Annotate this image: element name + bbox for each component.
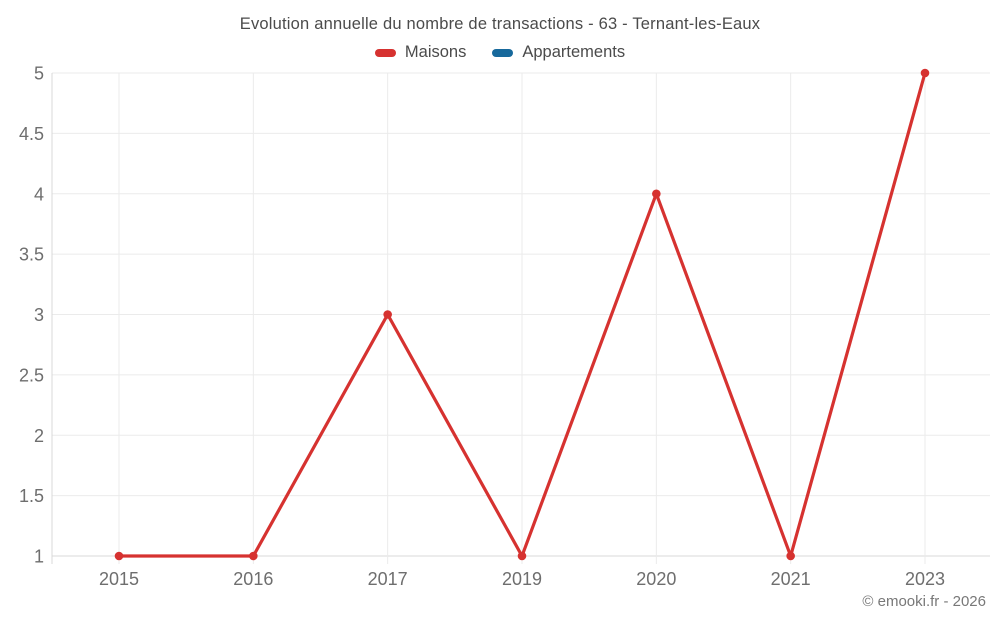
data-point-marker [920, 68, 930, 78]
svg-text:3.5: 3.5 [19, 245, 44, 265]
chart-title: Evolution annuelle du nombre de transact… [239, 15, 761, 33]
data-point-marker [517, 551, 527, 561]
legend-item-appartements[interactable]: Appartements [492, 43, 625, 62]
data-point-marker [249, 551, 258, 561]
svg-text:3: 3 [34, 305, 44, 325]
data-point-marker [786, 551, 795, 561]
legend: Maisons Appartements [0, 43, 1000, 62]
data-point-marker [114, 551, 124, 561]
y-axis-tick-labels: 1 1.5 2 2.5 3 3.5 4 4.5 5 [19, 64, 44, 567]
x-axis-tick-labels: 2015 2016 2017 2019 2020 2021 2023 [99, 569, 945, 589]
svg-text:1.5: 1.5 [19, 486, 44, 506]
svg-text:2016: 2016 [233, 569, 273, 589]
svg-text:1: 1 [34, 547, 44, 567]
svg-text:2.5: 2.5 [19, 365, 44, 385]
legend-label-maisons: Maisons [404, 43, 467, 61]
legend-swatch-maisons-icon [374, 48, 396, 57]
copyright-watermark: © emooki.fr - 2026 [862, 593, 986, 610]
svg-text:2023: 2023 [905, 569, 945, 589]
svg-text:2: 2 [34, 426, 44, 446]
data-point-marker [652, 189, 661, 199]
svg-text:5: 5 [34, 64, 44, 84]
legend-swatch-appartements-icon [492, 48, 514, 57]
data-point-marker [383, 310, 392, 319]
svg-text:4: 4 [34, 184, 44, 204]
svg-text:2020: 2020 [636, 569, 676, 589]
svg-text:2019: 2019 [502, 569, 542, 589]
svg-text:4.5: 4.5 [19, 124, 44, 144]
series-maisons[interactable] [114, 68, 930, 561]
svg-text:2015: 2015 [99, 569, 139, 589]
legend-item-maisons[interactable]: Maisons [374, 43, 467, 62]
legend-label-appartements: Appartements [522, 43, 626, 61]
gridlines [51, 72, 990, 564]
svg-text:2017: 2017 [368, 569, 408, 589]
svg-text:2021: 2021 [771, 569, 811, 589]
